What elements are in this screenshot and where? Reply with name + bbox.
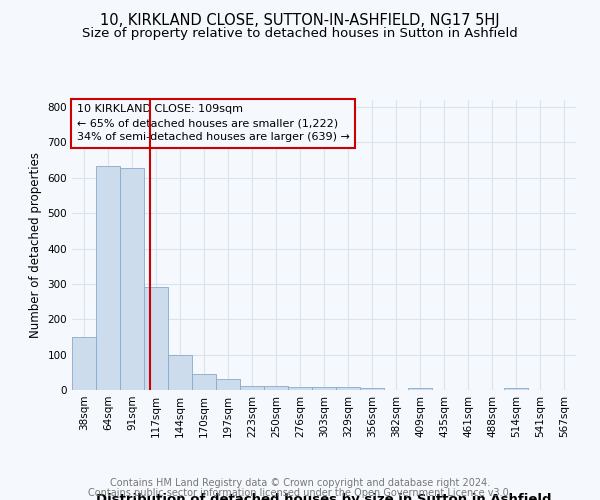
Bar — [408, 388, 432, 390]
Text: Contains HM Land Registry data © Crown copyright and database right 2024.: Contains HM Land Registry data © Crown c… — [110, 478, 490, 488]
Text: 10, KIRKLAND CLOSE, SUTTON-IN-ASHFIELD, NG17 5HJ: 10, KIRKLAND CLOSE, SUTTON-IN-ASHFIELD, … — [100, 12, 500, 28]
Bar — [312, 387, 336, 390]
Y-axis label: Number of detached properties: Number of detached properties — [29, 152, 42, 338]
Bar — [240, 386, 264, 390]
X-axis label: Distribution of detached houses by size in Sutton in Ashfield: Distribution of detached houses by size … — [96, 492, 552, 500]
Bar — [336, 387, 360, 390]
Bar — [216, 380, 240, 390]
Bar — [96, 166, 120, 390]
Bar — [120, 168, 144, 390]
Bar — [288, 387, 312, 390]
Bar — [168, 354, 192, 390]
Bar — [192, 374, 216, 390]
Bar — [72, 337, 96, 390]
Bar — [144, 288, 168, 390]
Text: 10 KIRKLAND CLOSE: 109sqm
← 65% of detached houses are smaller (1,222)
34% of se: 10 KIRKLAND CLOSE: 109sqm ← 65% of detac… — [77, 104, 350, 142]
Bar — [504, 388, 528, 390]
Text: Size of property relative to detached houses in Sutton in Ashfield: Size of property relative to detached ho… — [82, 28, 518, 40]
Text: Contains public sector information licensed under the Open Government Licence v3: Contains public sector information licen… — [88, 488, 512, 498]
Bar — [360, 388, 384, 390]
Bar — [264, 386, 288, 390]
